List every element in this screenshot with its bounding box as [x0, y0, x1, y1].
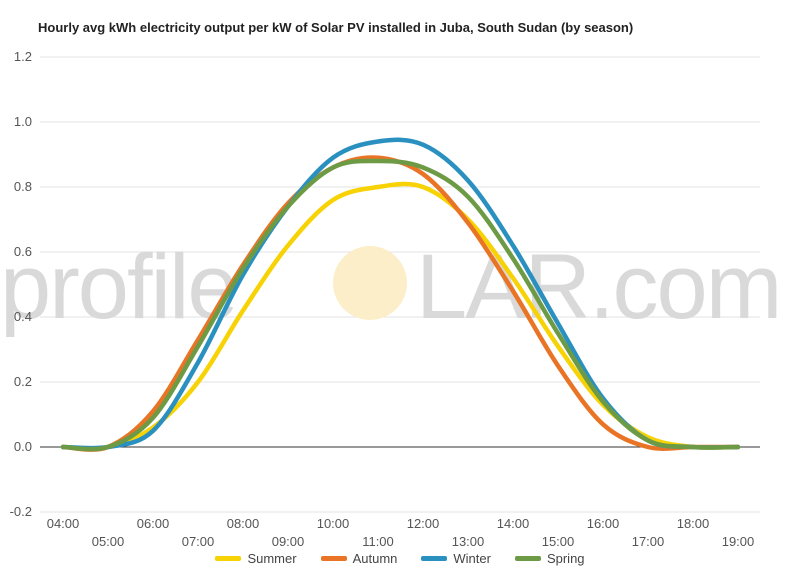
y-tick-label: 0.2 — [14, 374, 32, 389]
grid-lines — [40, 56, 760, 513]
x-tick-label: 16:00 — [587, 516, 620, 531]
x-tick-label: 05:00 — [92, 534, 125, 549]
watermark-text-suffix: LAR.com — [416, 236, 780, 338]
x-tick-label: 08:00 — [227, 516, 260, 531]
legend-item-spring[interactable]: Spring — [514, 551, 585, 566]
x-axis-ticks: 04:00 05:00 06:00 07:00 08:00 09:00 10:00 11:00… — [47, 516, 755, 549]
legend-item-summer[interactable]: Summer — [215, 551, 297, 566]
x-tick-label: 17:00 — [632, 534, 665, 549]
x-tick-label: 10:00 — [317, 516, 350, 531]
series-line-spring — [60, 158, 741, 452]
legend: Summer Autumn Winter Spring — [0, 549, 800, 566]
x-tick-label: 07:00 — [182, 534, 215, 549]
legend-swatch — [514, 556, 541, 561]
legend-item-autumn[interactable]: Autumn — [320, 551, 398, 566]
x-tick-label: 09:00 — [272, 534, 305, 549]
x-tick-label: 06:00 — [137, 516, 170, 531]
y-tick-label: 0.8 — [14, 179, 32, 194]
x-tick-label: 18:00 — [677, 516, 710, 531]
y-tick-label: 0.6 — [14, 244, 32, 259]
legend-label: Spring — [546, 551, 585, 566]
watermark-text-prefix: profile — [0, 236, 237, 338]
x-tick-label: 12:00 — [407, 516, 440, 531]
x-tick-label: 14:00 — [497, 516, 530, 531]
legend-swatch — [215, 556, 242, 561]
x-tick-label: 13:00 — [452, 534, 485, 549]
x-tick-label: 19:00 — [722, 534, 755, 549]
watermark: profile LAR.com — [0, 236, 782, 338]
y-tick-label: 0.4 — [14, 309, 32, 324]
legend-label: Summer — [247, 551, 297, 566]
chart-title: Hourly avg kWh electricity output per kW… — [38, 20, 634, 35]
legend-swatch — [320, 556, 347, 561]
legend-label: Winter — [453, 551, 491, 566]
y-tick-label: -0.2 — [10, 504, 32, 519]
x-tick-label: 04:00 — [47, 516, 80, 531]
x-tick-label: 11:00 — [362, 534, 394, 549]
x-tick-label: 15:00 — [542, 534, 575, 549]
y-tick-label: 1.2 — [14, 49, 32, 64]
y-axis-ticks: -0.2 0.0 0.2 0.4 0.6 0.8 1.0 1.2 — [10, 49, 32, 519]
y-tick-label: 1.0 — [14, 114, 32, 129]
legend-item-winter[interactable]: Winter — [421, 551, 491, 566]
legend-label: Autumn — [352, 551, 398, 566]
watermark-sun-icon — [333, 246, 407, 320]
legend-swatch — [421, 556, 448, 561]
y-tick-label: 0.0 — [14, 439, 32, 454]
series-lines — [60, 137, 741, 452]
